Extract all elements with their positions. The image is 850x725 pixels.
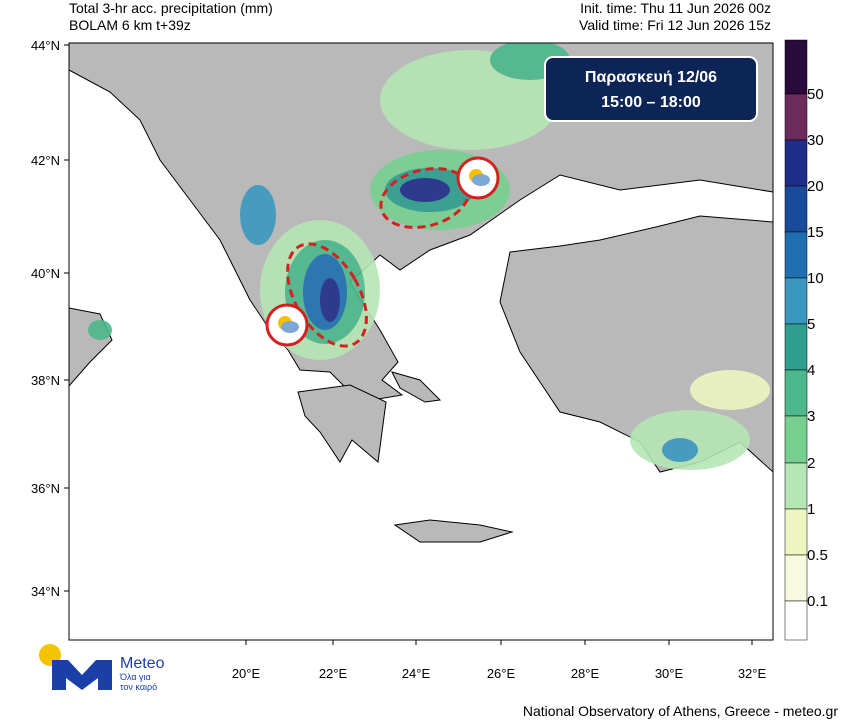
colorbar-label: 0.1 [807,593,828,610]
peloponnese [297,384,387,463]
banner-day: Παρασκευή 12/06 [585,69,717,86]
title: Total 3-hr acc. precipitation (mm) [69,0,273,16]
colorbar-label: 1 [807,501,815,518]
map: 44°N 42°N 40°N 38°N 36°N 34°N 20°E 22°E … [31,38,774,681]
footer: National Observatory of Athens, Greece -… [523,703,838,719]
lon-label: 28°E [571,666,600,681]
model: BOLAM 6 km t+39z [69,17,191,33]
logo-name: Meteo [120,655,165,672]
colorbar-label: 15 [807,224,824,241]
banner: Παρασκευή 12/06 15:00 – 18:00 [544,56,758,122]
lat-label: 38°N [31,373,60,388]
euboea [391,371,442,403]
lon-label: 22°E [319,666,348,681]
ticks [64,44,753,645]
init-time: Init. time: Thu 11 Jun 2026 00z [580,0,771,16]
colorbar-label: 2 [807,455,815,472]
valid-time: Valid time: Fri 12 Jun 2026 15z [579,17,771,33]
colorbar-label: 4 [807,362,815,379]
lon-label: 20°E [232,666,261,681]
logo: Meteo Όλα για τον καιρό [39,644,165,692]
colorbar-label: 5 [807,316,815,333]
logo-tagline: Όλα για [119,672,151,682]
lon-label: 24°E [402,666,431,681]
lat-label: 34°N [31,584,60,599]
lat-label: 42°N [31,153,60,168]
storm-icons [265,156,500,347]
colorbar-label: 10 [807,270,824,287]
colorbar-label: 30 [807,132,824,149]
lat-label: 40°N [31,266,60,281]
colorbar-label: 20 [807,178,824,195]
lat-label: 36°N [31,481,60,496]
precipitation [88,43,770,470]
banner-hours: 15:00 – 18:00 [601,94,701,111]
logo-tagline: τον καιρό [120,682,157,692]
lon-label: 30°E [655,666,684,681]
lon-label: 26°E [487,666,516,681]
colorbar-label: 0.5 [807,547,828,564]
colorbar-label: 3 [807,408,815,425]
colorbar-label: 50 [807,86,824,103]
colorbar [784,39,808,641]
crete [393,519,514,543]
lon-label: 32°E [738,666,767,681]
lat-label: 44°N [31,38,60,53]
